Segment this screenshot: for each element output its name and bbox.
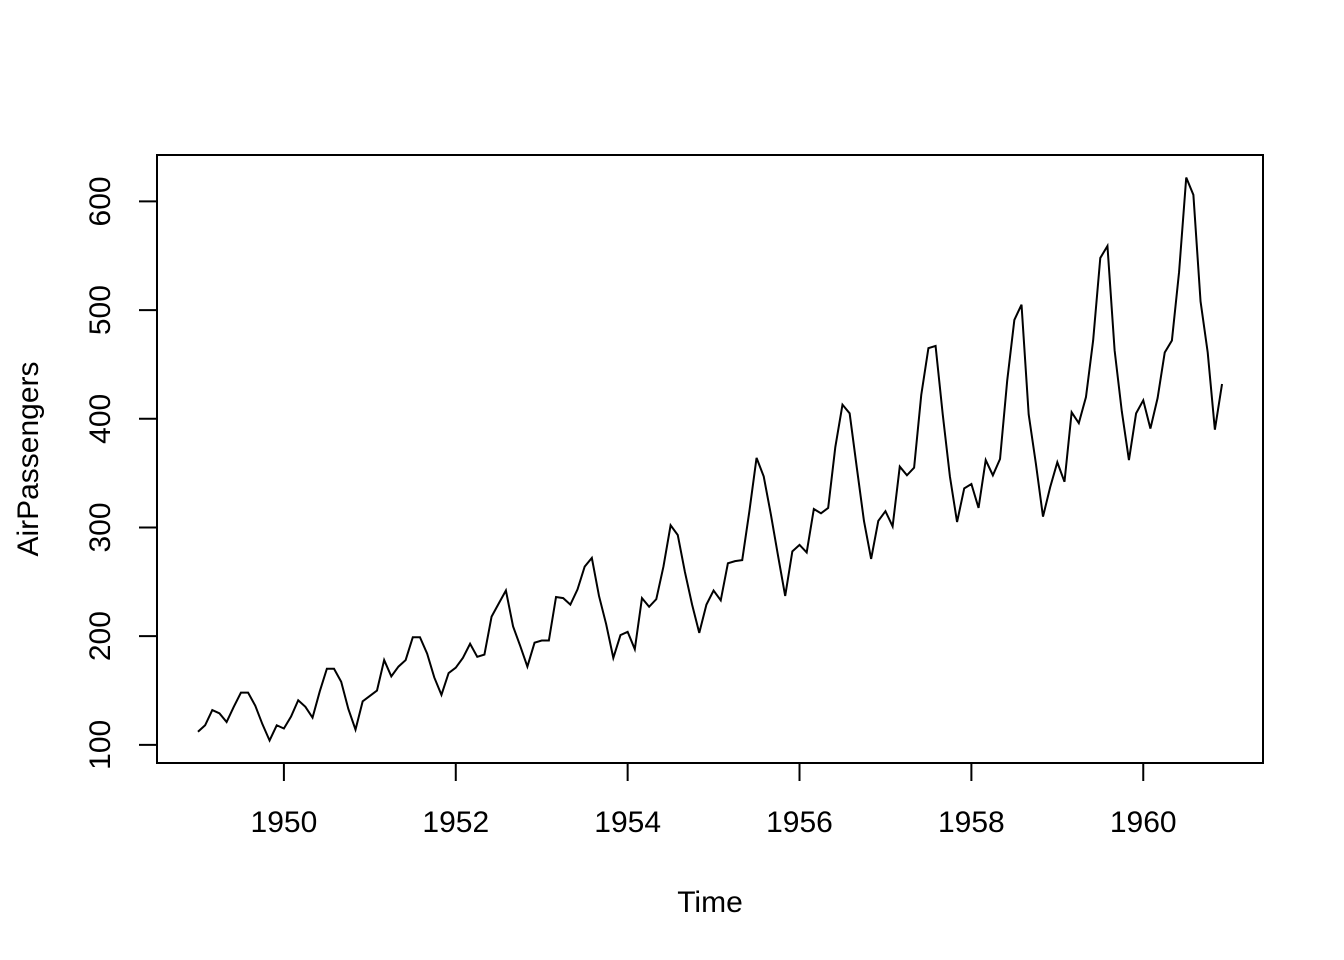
x-tick-label: 1954 (594, 806, 661, 839)
y-tick-label: 300 (84, 502, 117, 552)
y-tick-label: 500 (84, 285, 117, 335)
y-tick-label: 400 (84, 394, 117, 444)
data-series (197, 177, 1224, 743)
x-tick-label: 1952 (422, 806, 489, 839)
x-tick-label: 1950 (251, 806, 318, 839)
x-axis-title: Time (677, 886, 743, 919)
y-axis-title: AirPassengers (12, 361, 45, 556)
x-tick-label: 1960 (1110, 806, 1177, 839)
plot-box (156, 154, 1264, 764)
x-axis-ticks: 1950 1952 1954 1956 1958 1960 (251, 763, 1177, 839)
airpassengers-series-line (197, 177, 1224, 743)
y-axis-ticks: 100 200 300 400 500 600 (84, 176, 157, 770)
y-tick-label: 100 (84, 720, 117, 770)
y-tick-label: 600 (84, 176, 117, 226)
x-tick-label: 1958 (938, 806, 1005, 839)
x-tick-label: 1956 (766, 806, 833, 839)
y-tick-label: 200 (84, 611, 117, 661)
